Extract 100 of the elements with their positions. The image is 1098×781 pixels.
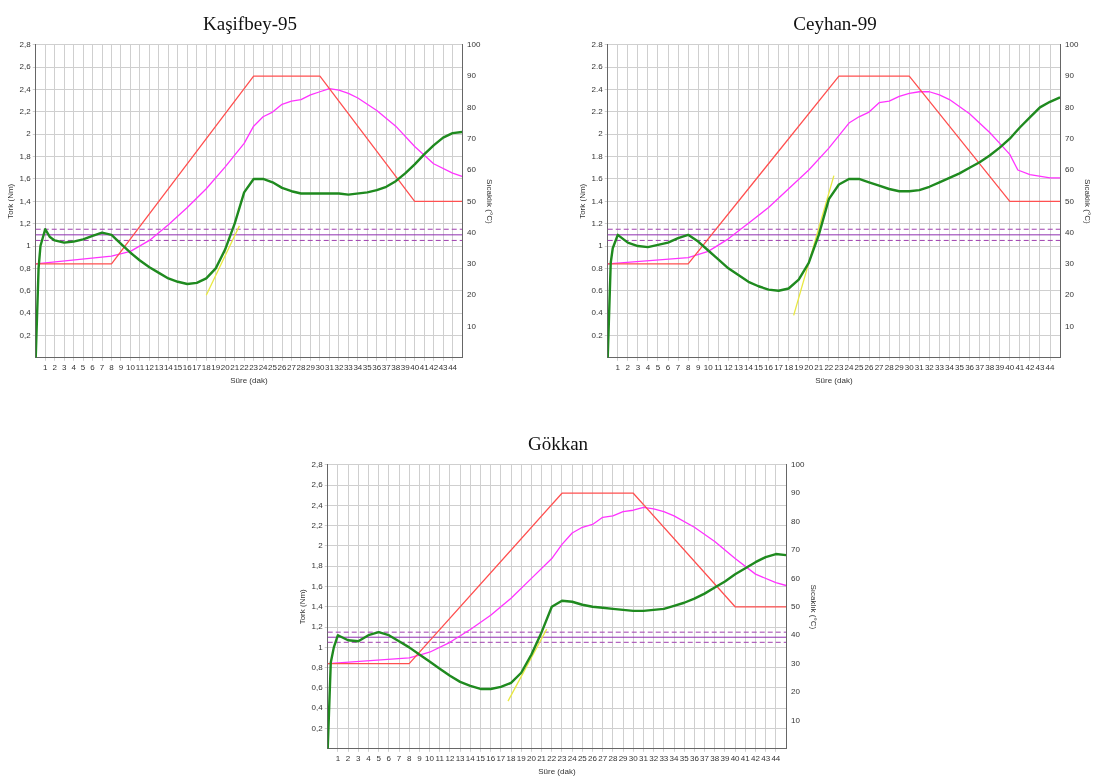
x-tick-label: 31	[914, 362, 925, 372]
y-tick-label: 0,4	[19, 308, 32, 318]
x-tick-label: 34	[669, 753, 680, 763]
y2-tick-label: 40	[791, 630, 801, 640]
x-axis-title: Süre (dak)	[538, 767, 576, 777]
x-tick-label: 28	[884, 362, 895, 372]
y-tick-label: 2	[318, 541, 324, 551]
x-tick-label: 41	[419, 362, 430, 372]
y-tick-label: 0,2	[311, 723, 324, 733]
y2-tick-label: 30	[1065, 259, 1075, 269]
y-tick-label: 0.4	[591, 308, 604, 318]
x-tick-label: 29	[894, 362, 905, 372]
y-tick-label: 0,2	[19, 330, 32, 340]
x-tick-label: 23	[834, 362, 844, 372]
x-tick-label: 31	[324, 362, 335, 372]
x-tick-label: 9	[118, 362, 124, 372]
y-tick-label: 2	[26, 129, 32, 139]
x-tick-label: 7	[396, 753, 402, 763]
x-tick-label: 23	[557, 753, 567, 763]
x-tick-label: 17	[192, 362, 202, 372]
y-tick-label: 2,2	[19, 107, 32, 117]
y-tick-label: 0,8	[19, 263, 32, 273]
x-tick-label: 34	[945, 362, 955, 372]
x-tick-label: 37	[700, 753, 710, 763]
x-tick-label: 11	[435, 753, 445, 763]
x-tick-label: 44	[771, 753, 781, 763]
y2-tick-label: 90	[791, 488, 801, 498]
y-tick-label: 1	[598, 241, 604, 251]
x-tick-label: 5	[80, 362, 86, 372]
y-tick-label: 1	[26, 241, 32, 251]
x-tick-label: 24	[567, 753, 578, 763]
x-tick-label: 25	[268, 362, 278, 372]
x-tick-label: 42	[429, 362, 439, 372]
y-tick-label: 2.4	[591, 84, 604, 94]
x-tick-label: 26	[864, 362, 875, 372]
x-axis-title: Süre (dak)	[230, 376, 268, 386]
x-tick-label: 15	[754, 362, 764, 372]
x-tick-label: 5	[655, 362, 661, 372]
y-tick-label: 0,8	[311, 662, 324, 672]
x-tick-label: 39	[720, 753, 730, 763]
x-tick-label: 8	[109, 362, 115, 372]
y-tick-label: 1	[318, 642, 324, 652]
y-tick-label: 2	[598, 129, 604, 139]
x-tick-label: 29	[618, 753, 629, 763]
y-tick-label: 2,2	[311, 520, 324, 530]
y2-tick-label: 80	[1065, 102, 1075, 112]
x-tick-label: 2	[345, 753, 351, 763]
y-tick-label: 0,6	[311, 683, 324, 693]
y2-tick-label: 20	[1065, 290, 1075, 300]
chart-title: Gökkan	[527, 433, 589, 455]
x-tick-label: 37	[975, 362, 985, 372]
y-tick-label: 1,4	[311, 602, 324, 611]
x-tick-label: 27	[874, 362, 885, 372]
x-tick-label: 36	[372, 362, 382, 372]
x-tick-label: 18	[201, 362, 212, 372]
x-tick-label: 22	[824, 362, 834, 372]
x-tick-label: 13	[455, 753, 466, 763]
y-tick-label: 2.6	[591, 62, 604, 72]
x-tick-label: 28	[608, 753, 618, 763]
x-tick-label: 16	[182, 362, 193, 372]
x-tick-label: 22	[547, 753, 557, 763]
x-tick-label: 5	[376, 753, 382, 763]
x-tick-label: 7	[99, 362, 105, 372]
y2-tick-label: 60	[1065, 165, 1075, 175]
x-tick-label: 33	[659, 753, 669, 763]
x-tick-label: 42	[1025, 362, 1035, 372]
y-tick-label: 2,6	[19, 62, 32, 72]
x-tick-label: 41	[740, 753, 751, 763]
y-tick-label: 2,4	[311, 500, 324, 510]
x-tick-label: 33	[934, 362, 945, 372]
x-tick-label: 39	[995, 362, 1005, 372]
x-tick-label: 30	[628, 753, 639, 763]
y-tick-label: 1,2	[311, 622, 324, 632]
x-tick-label: 29	[306, 362, 316, 372]
x-tick-label: 12	[723, 362, 734, 372]
y2-tick-label: 60	[791, 573, 801, 583]
x-tick-label: 13	[154, 362, 164, 372]
chart-title: Ceyhan-99	[793, 13, 877, 35]
x-tick-label: 16	[764, 362, 774, 372]
x-tick-label: 20	[526, 753, 537, 763]
x-tick-label: 6	[90, 362, 96, 372]
x-tick-label: 31	[639, 753, 649, 763]
y2-tick-label: 90	[467, 71, 477, 81]
x-tick-label: 6	[386, 753, 392, 763]
x-tick-label: 14	[163, 362, 174, 372]
x-tick-label: 19	[211, 362, 221, 372]
x-tick-label: 21	[230, 362, 240, 372]
x-tick-label: 7	[675, 362, 681, 372]
x-tick-label: 16	[486, 753, 496, 763]
y2-axis-title: Sıcaklık (°C)	[809, 584, 818, 630]
x-tick-label: 14	[465, 753, 476, 763]
y-tick-label: 2.2	[591, 107, 604, 117]
y-tick-label: 2,6	[311, 480, 324, 490]
x-tick-label: 27	[287, 362, 297, 372]
x-tick-label: 32	[924, 362, 935, 372]
y2-tick-label: 70	[1065, 133, 1075, 143]
x-tick-label: 21	[537, 753, 547, 763]
y-tick-label: 2,8	[311, 460, 324, 469]
x-tick-label: 35	[679, 753, 690, 763]
y-tick-label: 0.2	[591, 330, 604, 340]
